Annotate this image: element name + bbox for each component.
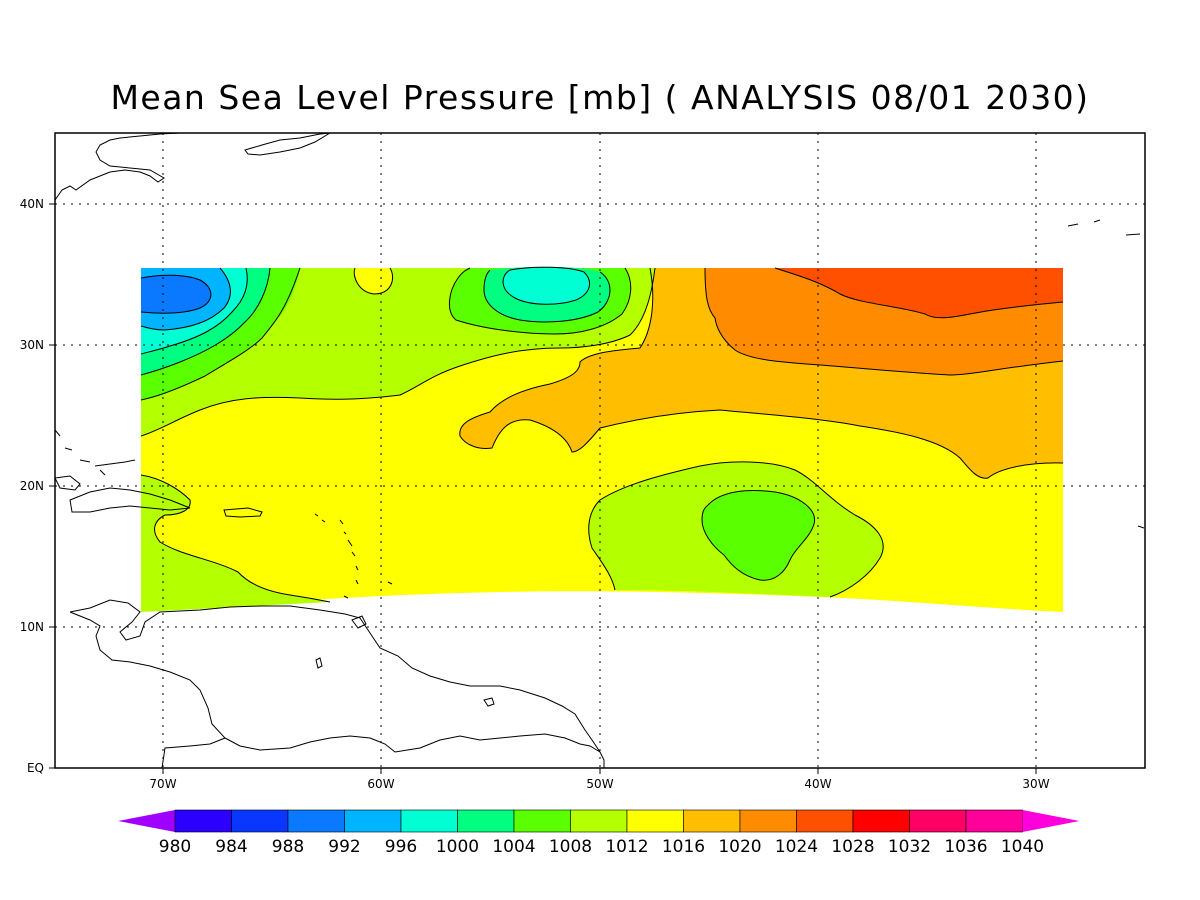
colorbar-label: 1040 [1001,837,1044,857]
contour-line [140,267,656,437]
coastlines [55,133,1145,768]
lon-tick-label: 50W [586,777,613,791]
region-996-1000-nc [503,267,590,305]
pressure-field [141,266,1064,612]
colorbar-label: 1032 [888,837,931,857]
puerto-rico [223,507,263,518]
trinidad [351,615,367,629]
region-1024-1028 [775,268,1063,318]
contour-line [502,266,591,305]
colorbar-label: 1028 [831,837,874,857]
colorbar-swatch [739,809,797,833]
contour-line [774,267,1064,319]
region-1004-1008-south [702,490,815,581]
lat-tick-label: 20N [20,479,44,493]
colorbar-swatch [513,809,571,833]
region-1008-1012-sw [141,475,330,612]
contour-line [353,267,394,295]
contour-line [483,269,611,323]
colorbar-label: 1004 [492,837,535,857]
colorbar-label: 1008 [549,837,592,857]
contour-line [140,267,248,355]
map-title: Mean Sea Level Pressure [mb] ( ANALYSIS … [110,78,1090,117]
contour-line [701,490,815,581]
contour-line [140,274,212,314]
colorbar-label: 996 [385,837,417,857]
colorbar-swatch [457,809,515,833]
colorbar-swatch [683,809,741,833]
contour-line [704,267,1064,376]
contour-line [140,267,231,331]
region-988-992-nw [141,275,211,314]
lon-tick-label: 60W [367,777,394,791]
contour-line [459,267,1064,479]
cape-verde [1137,525,1145,529]
colorbar-label: 992 [328,837,360,857]
colorbar-label: 1012 [605,837,648,857]
colorbar-label: 1036 [944,837,987,857]
colorbar-swatch [796,809,854,833]
colorbar-label: 1000 [436,837,479,857]
cuba-coast [55,475,81,491]
lat-tick-label: 10N [20,620,44,634]
colorbar-label: 1024 [775,837,818,857]
colorbar-swatch [626,809,684,833]
colorbar-arrow-low [118,810,175,832]
colorbar-label: 1016 [662,837,705,857]
south-america-coast [224,733,601,753]
south-america-coast [69,611,226,768]
us-coast [55,133,181,201]
venezuela-lake [315,657,323,669]
lat-tick-label: EQ [27,761,44,775]
contour-line [140,474,331,603]
axis-ticks [49,203,1037,774]
colorbar-swatch [852,809,910,833]
guiana-coast [483,697,495,707]
colorbar: 980 984 988 992 996 1000 1004 1008 1012 1016 1020 1… [118,809,1080,857]
colorbar-swatch [174,809,232,833]
caribbean-islands [55,429,136,476]
colorbar-swatch [909,809,967,833]
contour-line [140,267,301,401]
colorbar-swatch [965,809,1023,833]
lesser-antilles [314,513,393,599]
lon-tick-label: 70W [149,777,176,791]
colorbar-label: 1020 [718,837,761,857]
lat-tick-label: 30N [20,338,44,352]
colorbar-swatch [570,809,628,833]
contour-line [588,461,884,598]
contour-lines [140,266,1064,603]
azores [1067,219,1141,236]
colorbar-label: 980 [159,837,191,857]
colorbar-arrow-high [1022,810,1080,832]
colorbar-swatch [400,809,458,833]
lon-tick-label: 30W [1022,777,1049,791]
colorbar-label: 984 [215,837,247,857]
lat-tick-label: 40N [20,197,44,211]
colorbar-swatch [287,809,345,833]
graticule [55,133,1145,768]
lon-tick-label: 40W [804,777,831,791]
colorbar-swatch [231,809,289,833]
colorbar-label: 988 [272,837,304,857]
nova-scotia [244,133,331,156]
colorbar-swatch [344,809,402,833]
hispaniola [69,487,191,513]
south-america-coast [69,599,605,768]
contour-line [449,267,632,335]
